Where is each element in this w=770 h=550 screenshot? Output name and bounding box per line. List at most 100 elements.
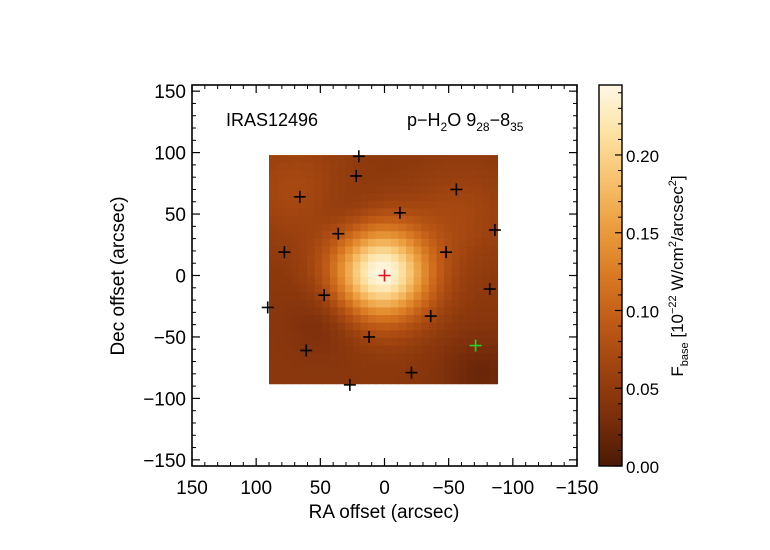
map-pixel [291,376,301,385]
map-pixel [299,299,308,309]
map-pixel [444,177,453,187]
map-pixel [284,246,293,255]
map-pixel [398,284,407,293]
map-pixel [482,162,491,171]
map-pixel [406,284,415,293]
map-pixel [360,330,369,339]
y-tick-label: 150 [154,82,186,103]
map-pixel [398,231,407,240]
map-pixel [383,368,392,377]
map-pixel [444,307,453,316]
map-pixel [390,162,400,171]
map-pixel [322,254,331,263]
map-pixel [413,177,422,187]
map-pixel [299,238,308,248]
map-pixel [436,261,445,270]
map-pixel [436,360,445,370]
map-pixel [284,307,293,316]
map-pixel [276,231,285,240]
colorbar-tick-label: 0.05 [626,380,659,399]
map-pixel [307,269,316,278]
map-pixel [329,254,339,263]
spaxel-marker [363,330,376,343]
map-pixel [352,246,361,255]
map-pixel [291,315,301,324]
map-pixel [406,330,415,339]
map-pixel [276,345,285,354]
map-pixel [489,246,499,255]
map-pixel [307,246,316,255]
map-pixel [428,292,438,301]
map-pixel [367,315,377,324]
map-pixel [406,185,415,194]
map-pixel [337,315,346,324]
map-pixel [436,200,445,209]
map-pixel [299,231,308,240]
map-pixel [360,376,369,385]
map-pixel [466,322,476,331]
map-pixel [322,307,331,316]
map-pixel [291,216,301,225]
spaxel-marker [293,190,306,203]
map-pixel [383,246,392,255]
map-pixel [421,307,430,316]
spaxel-marker [350,169,363,182]
map-pixel [451,284,460,293]
map-pixel [383,345,392,354]
map-pixel [314,322,323,331]
map-pixel [367,353,377,362]
spaxel-marker [483,283,496,296]
map-pixel [489,162,499,171]
map-pixel [337,360,346,370]
map-pixel [322,238,331,248]
map-pixel [444,322,453,331]
map-pixel [474,231,483,240]
map-pixel [466,269,476,278]
map-pixel [436,337,445,347]
map-pixel [276,261,285,270]
map-pixel [314,307,323,316]
map-pixel [329,216,339,225]
map-pixel [360,200,369,209]
map-pixel [329,177,339,187]
map-pixel [352,330,361,339]
map-pixel [444,376,453,385]
map-pixel [390,330,400,339]
map-pixel [428,345,438,354]
map-pixel [413,155,422,164]
map-pixel [269,276,278,286]
map-pixel [489,330,499,339]
map-pixel [329,269,339,278]
map-pixel [436,269,445,278]
map-pixel [322,216,331,225]
map-pixel [322,246,331,255]
map-pixel [451,345,460,354]
spaxel-marker [440,246,453,259]
map-pixel [352,284,361,293]
map-pixel [375,360,384,370]
map-pixel [489,307,499,316]
map-pixel [352,337,361,347]
x-tick-label: −100 [491,478,534,499]
map-pixel [459,307,468,316]
spaxel-markers [261,150,501,391]
map-pixel [421,216,430,225]
map-pixel [421,337,430,347]
map-pixel [444,223,453,232]
map-pixel [322,208,331,217]
map-pixel [390,353,400,362]
map-pixel [284,353,293,362]
map-pixel [337,353,346,362]
map-pixel [299,170,308,179]
map-pixel [329,238,339,248]
map-pixel [329,360,339,370]
map-pixel [299,360,308,370]
map-pixel [314,208,323,217]
map-pixel [489,177,499,187]
map-pixel [337,193,346,202]
map-pixel [474,170,483,179]
map-pixel [345,299,354,309]
map-pixel [406,223,415,232]
map-pixel [466,200,476,209]
map-pixel [291,360,301,370]
